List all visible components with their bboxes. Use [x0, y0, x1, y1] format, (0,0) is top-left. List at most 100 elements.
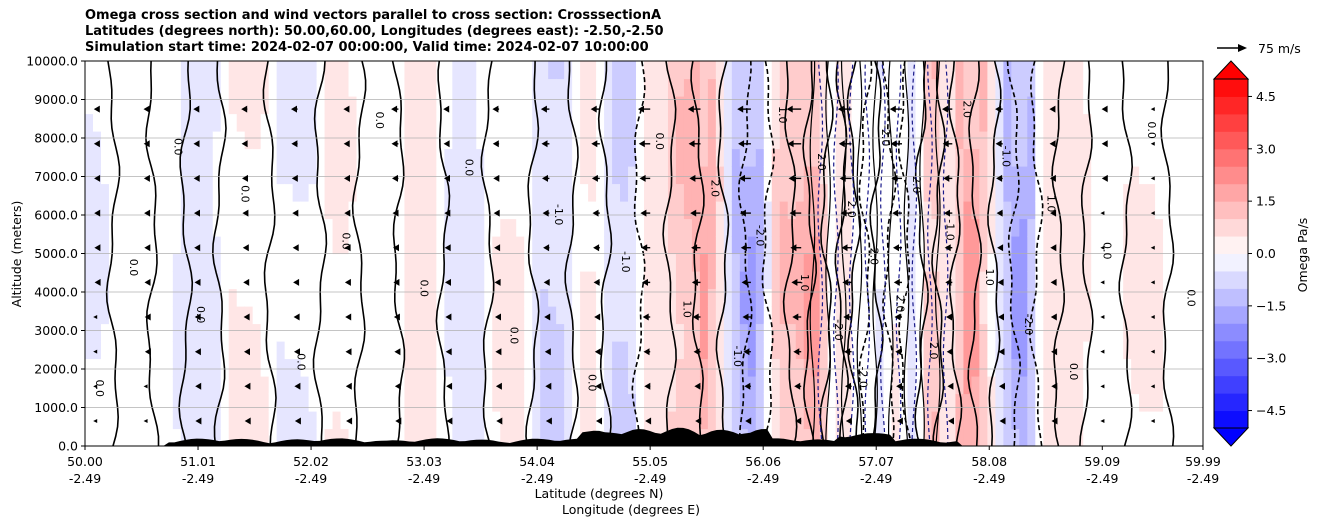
omega-cell: [428, 113, 437, 132]
omega-cell: [659, 201, 669, 220]
omega-cell: [867, 218, 877, 237]
omega-cell: [548, 428, 557, 446]
omega-cell: [164, 78, 174, 97]
omega-cell: [1075, 288, 1084, 307]
omega-cell: [348, 148, 358, 167]
omega-cell: [891, 428, 901, 446]
omega-cell: [492, 78, 501, 97]
omega-cell: [1131, 271, 1140, 290]
omega-cell: [1195, 236, 1203, 255]
omega-cell: [1155, 253, 1164, 272]
omega-cell: [572, 288, 581, 307]
omega-cell: [404, 358, 414, 377]
contour-label: 2.0: [868, 248, 881, 266]
omega-cell: [1059, 358, 1068, 377]
omega-cell: [612, 393, 621, 412]
omega-cell: [1083, 271, 1092, 290]
omega-cell: [1027, 61, 1036, 80]
omega-cell: [244, 393, 254, 412]
omega-cell: [428, 236, 437, 255]
omega-cell: [236, 341, 246, 360]
omega-cell: [404, 236, 414, 255]
omega-cell: [1195, 131, 1203, 150]
omega-cell: [987, 376, 996, 395]
omega-cell: [1011, 183, 1020, 202]
omega-cell: [731, 236, 741, 255]
omega-cell: [1075, 271, 1084, 290]
omega-cell: [739, 358, 749, 377]
omega-cell: [444, 96, 453, 115]
omega-cell: [540, 271, 549, 290]
omega-cell: [1155, 288, 1164, 307]
omega-cell: [460, 428, 469, 446]
omega-cell: [404, 131, 414, 150]
omega-cell: [859, 218, 869, 237]
omega-cell: [85, 113, 94, 132]
omega-cell: [252, 393, 262, 412]
omega-cell: [148, 183, 158, 202]
omega-cell: [364, 148, 374, 167]
omega-cell: [1019, 341, 1028, 360]
omega-cell: [755, 323, 765, 342]
omega-cell: [324, 358, 334, 377]
omega-cell: [1019, 428, 1028, 446]
omega-cell: [268, 393, 278, 412]
omega-cell: [612, 201, 621, 220]
omega-cell: [644, 183, 653, 202]
omega-cell: [1035, 323, 1044, 342]
omega-cell: [651, 201, 661, 220]
omega-cell: [604, 323, 613, 342]
omega-cell: [500, 148, 509, 167]
wind-vector-head: [445, 313, 452, 321]
wind-vector-head: [744, 382, 751, 390]
omega-cell: [747, 236, 757, 255]
omega-cell: [612, 288, 621, 307]
omega-cell: [180, 113, 190, 132]
omega-cell: [412, 271, 421, 290]
wind-vector-head: [738, 140, 745, 148]
omega-cell: [899, 236, 909, 255]
omega-cell: [628, 61, 637, 80]
omega-cell: [524, 96, 533, 115]
contour-label: 2.0: [815, 153, 828, 171]
omega-cell: [707, 306, 717, 325]
omega-cell: [1139, 131, 1148, 150]
omega-cell: [1115, 166, 1124, 185]
omega-cell: [651, 306, 661, 325]
omega-cell: [636, 61, 645, 80]
omega-cell: [1075, 166, 1084, 185]
wind-vector-head: [542, 209, 549, 217]
omega-cell: [859, 78, 869, 97]
wind-vector-head: [839, 174, 846, 182]
omega-cell: [468, 393, 477, 412]
omega-cell: [116, 358, 126, 377]
omega-cell: [1155, 393, 1164, 412]
omega-cell: [524, 428, 533, 446]
omega-cell: [891, 113, 901, 132]
omega-cell: [1187, 148, 1196, 167]
omega-cell: [1187, 131, 1196, 150]
omega-cell: [540, 218, 549, 237]
omega-cell: [691, 183, 701, 202]
omega-cell: [1059, 236, 1068, 255]
omega-cell: [508, 61, 517, 80]
omega-cell: [340, 306, 350, 325]
omega-cell: [516, 183, 525, 202]
omega-cell: [667, 218, 677, 237]
omega-cell: [428, 253, 437, 272]
omega-cell: [124, 61, 134, 80]
omega-cell: [1043, 306, 1052, 325]
omega-cell: [683, 358, 693, 377]
wind-vector: [1150, 349, 1155, 354]
omega-cell: [404, 271, 414, 290]
omega-cell: [723, 253, 733, 272]
omega-cell: [356, 183, 366, 202]
omega-cell: [707, 96, 717, 115]
omega-cell: [404, 218, 414, 237]
omega-cell: [651, 183, 661, 202]
omega-cell: [1187, 253, 1196, 272]
omega-cell: [1075, 341, 1084, 360]
omega-cell: [492, 306, 501, 325]
omega-cell: [500, 166, 509, 185]
omega-cell: [508, 113, 517, 132]
